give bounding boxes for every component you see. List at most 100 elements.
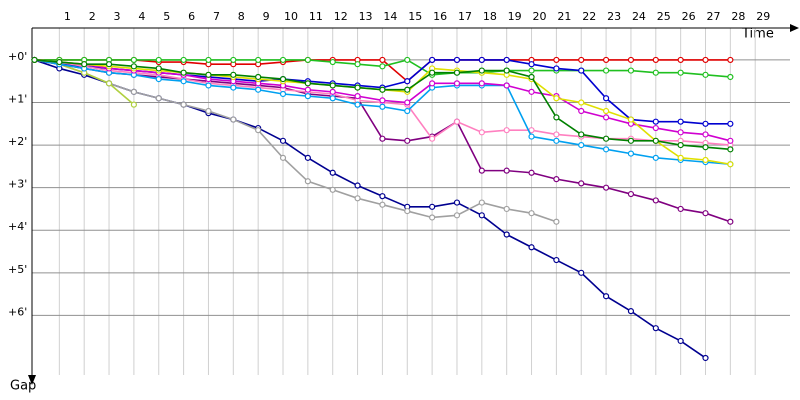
- x-tick-label: 26: [682, 10, 696, 23]
- data-point: [702, 131, 709, 138]
- data-point: [478, 212, 485, 219]
- data-point: [528, 88, 535, 95]
- data-point: [329, 58, 336, 66]
- data-point: [578, 180, 585, 187]
- data-point: [279, 137, 287, 144]
- data-point: [429, 80, 436, 87]
- x-tick-label: 11: [309, 10, 323, 23]
- x-tick-label: 2: [89, 10, 96, 23]
- data-point: [478, 80, 485, 87]
- data-point: [602, 184, 610, 191]
- data-point: [652, 137, 659, 144]
- data-point: [727, 120, 734, 127]
- data-point: [304, 56, 311, 64]
- data-point: [205, 56, 212, 64]
- x-tick-label: 20: [533, 10, 547, 23]
- data-point: [155, 56, 162, 64]
- data-point: [130, 63, 137, 70]
- data-point: [727, 56, 734, 64]
- data-point: [702, 210, 709, 217]
- data-point: [354, 61, 361, 68]
- data-point: [453, 199, 461, 206]
- data-point: [677, 56, 684, 64]
- data-point: [503, 205, 510, 213]
- x-tick-label: 17: [458, 10, 472, 23]
- data-point: [578, 131, 585, 138]
- data-point: [255, 127, 262, 134]
- y-tick-label: +5': [8, 263, 27, 276]
- data-point: [478, 199, 485, 206]
- data-point: [627, 56, 635, 64]
- data-point: [429, 69, 436, 76]
- data-point: [702, 156, 709, 164]
- data-point: [155, 95, 162, 102]
- data-point: [478, 67, 485, 74]
- x-tick-label: 21: [557, 10, 571, 23]
- data-point: [379, 56, 386, 64]
- data-point: [453, 69, 461, 76]
- data-point: [677, 337, 684, 345]
- data-point: [652, 56, 659, 64]
- data-point: [105, 80, 113, 87]
- y-tick-label: +3': [8, 178, 27, 191]
- x-axis-arrow: [790, 24, 799, 32]
- x-tick-label: 19: [508, 10, 522, 23]
- x-tick-label: 23: [607, 10, 621, 23]
- data-point: [578, 56, 585, 64]
- data-point: [255, 86, 262, 93]
- data-point: [602, 146, 610, 153]
- data-point: [255, 56, 262, 64]
- data-point: [652, 197, 659, 204]
- data-point: [652, 118, 659, 125]
- data-point: [528, 210, 535, 217]
- data-point: [553, 131, 560, 138]
- data-point: [553, 137, 560, 144]
- data-point: [130, 56, 137, 64]
- data-point: [354, 182, 361, 189]
- data-point: [429, 203, 436, 210]
- x-tick-label: 1: [64, 10, 71, 23]
- data-point: [304, 86, 311, 93]
- x-tick-label: 7: [213, 10, 220, 23]
- data-point: [379, 193, 386, 200]
- x-tick-label: 12: [334, 10, 348, 23]
- data-point: [429, 214, 436, 221]
- data-point: [230, 71, 237, 78]
- data-point: [453, 118, 461, 125]
- data-point: [602, 56, 610, 64]
- data-point: [528, 244, 535, 251]
- data-point: [379, 135, 386, 142]
- data-point: [255, 73, 262, 81]
- y-tick-label: +1': [8, 93, 27, 106]
- data-point: [304, 80, 311, 87]
- data-point: [627, 190, 635, 198]
- data-point: [602, 135, 610, 142]
- x-tick-label: 14: [383, 10, 397, 23]
- data-point: [503, 167, 510, 174]
- data-point: [727, 146, 734, 153]
- data-point: [304, 154, 311, 161]
- data-point: [155, 65, 162, 72]
- data-point: [279, 90, 287, 98]
- data-point: [354, 93, 361, 100]
- data-point: [379, 201, 386, 208]
- data-point: [627, 137, 635, 144]
- data-point: [329, 169, 336, 176]
- data-point: [379, 97, 386, 104]
- data-point: [553, 95, 560, 102]
- data-point: [478, 167, 485, 174]
- data-point: [130, 101, 137, 108]
- data-point: [652, 69, 659, 76]
- data-point: [677, 129, 684, 136]
- data-point: [503, 67, 510, 74]
- data-point: [205, 107, 212, 115]
- data-point: [503, 56, 510, 64]
- data-point: [404, 207, 411, 215]
- data-point: [279, 56, 287, 64]
- data-point: [404, 107, 411, 115]
- x-axis-label: Time: [741, 27, 774, 42]
- x-tick-label: 22: [582, 10, 596, 23]
- data-point: [304, 93, 311, 100]
- data-point: [553, 176, 560, 183]
- data-point: [652, 325, 659, 332]
